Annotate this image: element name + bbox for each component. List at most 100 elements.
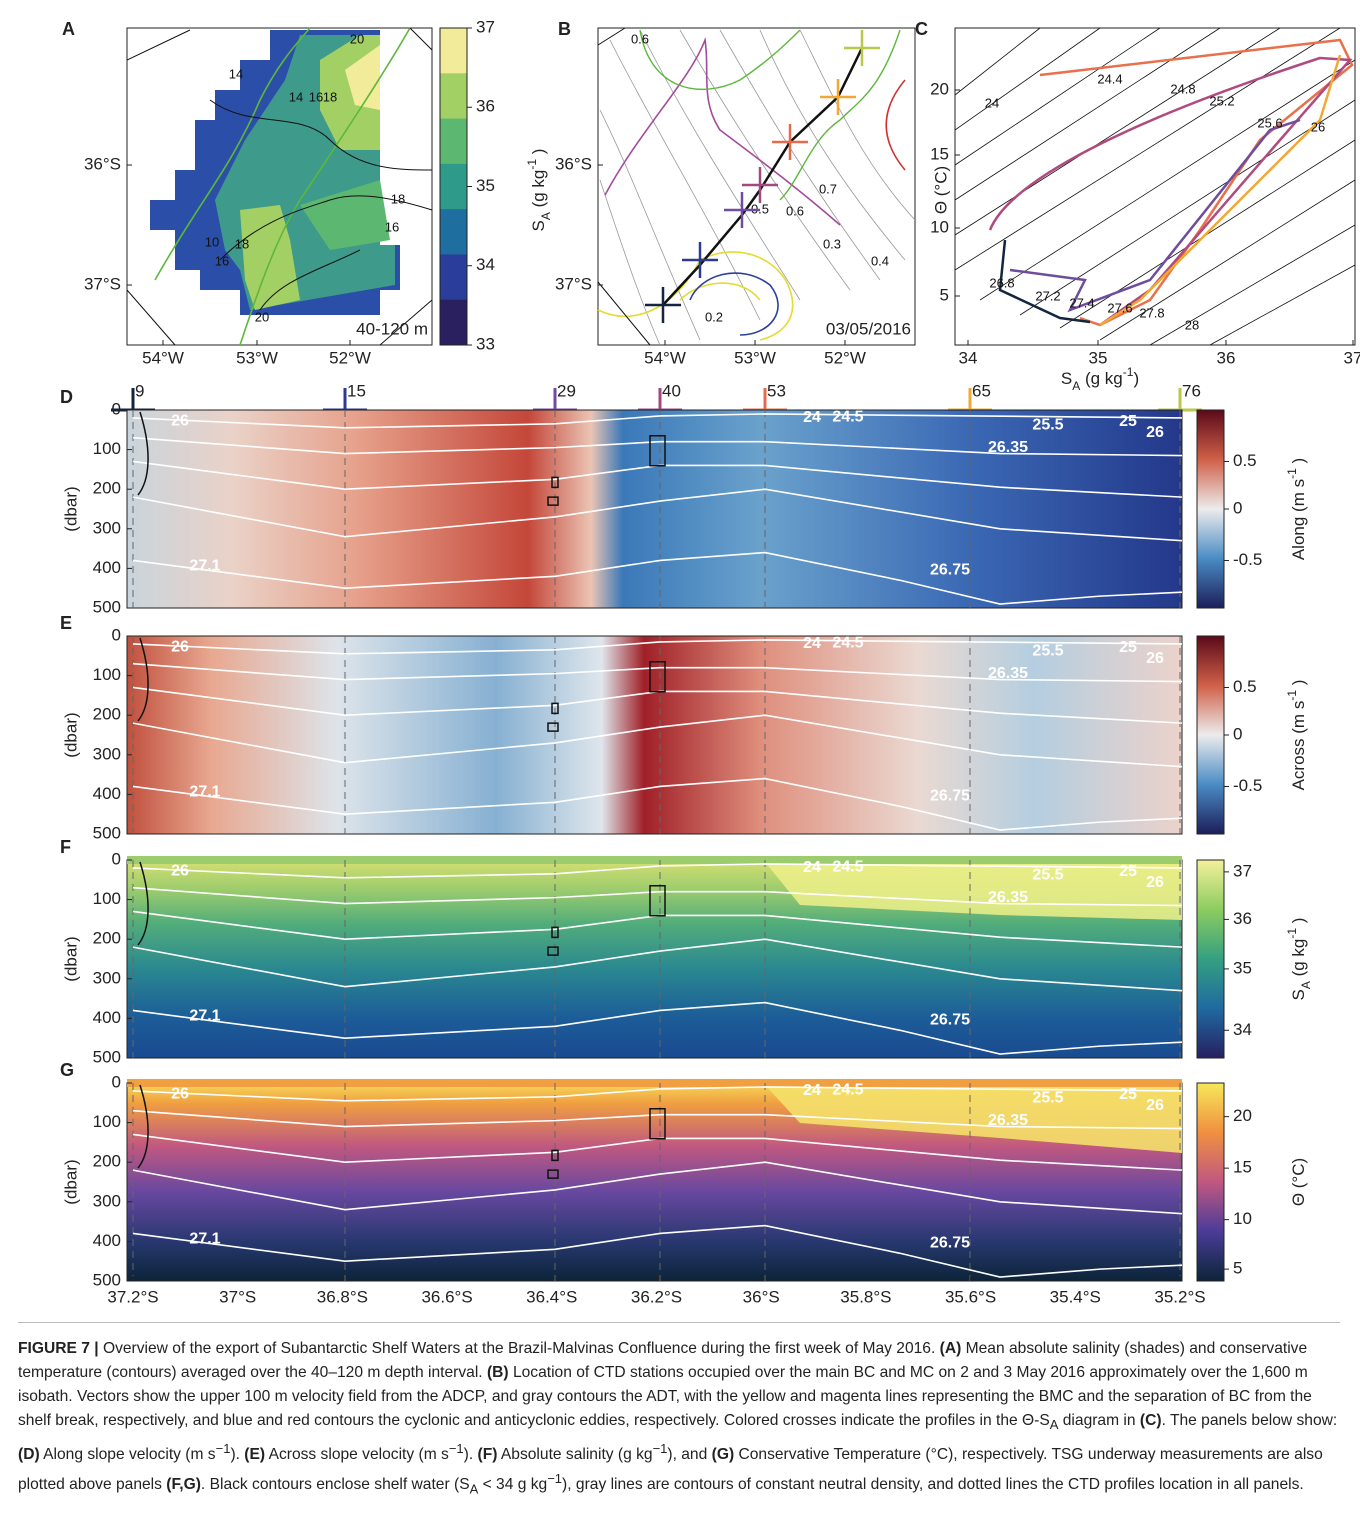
- contour-label: 25: [1119, 413, 1137, 430]
- ts-profile: [998, 239, 1091, 324]
- x-tick-label: 37°S: [219, 1287, 256, 1306]
- x-tick-label: 35.4°S: [1050, 1287, 1101, 1306]
- caption-run: < 34 g kg: [478, 1476, 548, 1494]
- density-contour: [132, 1086, 1183, 1102]
- y-tick-label: 300: [93, 968, 121, 987]
- caption: FIGURE 7 | Overview of the export of Sub…: [18, 1322, 1340, 1502]
- colorbar-band: [440, 163, 467, 210]
- caption-run: (B): [486, 1364, 509, 1381]
- y-axis-label: (dbar): [61, 1159, 80, 1204]
- colorbar-tick-label: 10: [1233, 1209, 1252, 1228]
- contour-label: 0.3: [823, 236, 841, 251]
- y-axis-label: (dbar): [61, 486, 80, 531]
- contour-label: 10: [205, 234, 219, 249]
- y-axis-label: Θ (°C): [931, 166, 950, 214]
- station-label: 40: [662, 381, 681, 400]
- contour-label: 25.5: [1032, 642, 1063, 659]
- colorbar-label-part: ): [1289, 680, 1308, 690]
- y-axis-label: (dbar): [61, 712, 80, 757]
- caption-run: A: [469, 1481, 479, 1497]
- caption-run: Across slope velocity (m s: [265, 1446, 449, 1464]
- caption-run: (C): [1139, 1412, 1162, 1429]
- colorbar-tick-label: 0.5: [1233, 677, 1257, 696]
- y-tick-label: 0: [112, 849, 121, 868]
- y-tick-label: 0: [112, 1072, 121, 1091]
- y-tick-label: 500: [93, 823, 121, 842]
- contour-label: 20: [255, 309, 269, 324]
- colorbar-tick-label: 37: [476, 17, 495, 36]
- contour-label: 24.5: [832, 408, 863, 425]
- contour-label: 27.4: [1069, 295, 1094, 310]
- x-tick-label: 53°W: [236, 348, 278, 367]
- y-tick-label: 400: [93, 784, 121, 803]
- colorbar-tick-label: 5: [1233, 1259, 1242, 1278]
- y-tick-label: 100: [93, 889, 121, 908]
- colorbar-tick-label: 36: [476, 97, 495, 116]
- colorbar-label: Across (m s-1 ): [1285, 680, 1308, 791]
- station-label: 15: [347, 381, 366, 400]
- x-tick-label: 35: [1089, 348, 1108, 367]
- contour-label: 24: [803, 635, 821, 652]
- colorbar-band: [440, 28, 467, 74]
- density-contour: [132, 1001, 1183, 1055]
- contour-label: 18: [391, 191, 405, 206]
- caption-run: (D): [18, 1446, 40, 1464]
- contour-label: 14: [289, 89, 303, 104]
- caption-run: ), gray lines are contours of constant n…: [562, 1476, 1304, 1494]
- section-fill: [126, 635, 1183, 835]
- colorbar-label-part: Across (m s: [1289, 701, 1308, 791]
- map-frame: [597, 27, 916, 346]
- y-tick-label: 100: [93, 665, 121, 684]
- colorbar-tick-label: 0.5: [1233, 451, 1257, 470]
- contour-label: 24.5: [832, 858, 863, 875]
- colorbar-band: [440, 73, 467, 120]
- y-tick-label: 500: [93, 1047, 121, 1066]
- y-tick-label: 20: [930, 79, 949, 98]
- x-axis-label-part: A: [1072, 379, 1080, 393]
- shelf-contour: [137, 861, 666, 956]
- isobath: [154, 27, 411, 346]
- colorbar-label: SA (g kg-1 ): [525, 149, 553, 232]
- map-line: [126, 27, 433, 346]
- panel-label: G: [60, 1060, 74, 1080]
- colorbar-label-part: (g kg: [529, 170, 548, 213]
- contour-label: 25.5: [1032, 1089, 1063, 1106]
- y-tick-label: 500: [93, 1270, 121, 1289]
- station-label: 9: [135, 381, 144, 400]
- contour-label: 27.1: [189, 1008, 220, 1025]
- panel-label: B: [558, 19, 571, 39]
- y-tick-label: 200: [93, 705, 121, 724]
- contour-label: 26: [1146, 1097, 1164, 1114]
- density-contour: [132, 863, 1183, 879]
- y-tick-label: 0: [112, 625, 121, 644]
- x-tick-label: 52°W: [329, 348, 371, 367]
- contour-label: 26: [1146, 650, 1164, 667]
- colorbar-label-part: A: [539, 212, 553, 220]
- panel-label: F: [60, 837, 71, 857]
- x-tick-label: 36.6°S: [421, 1287, 472, 1306]
- colorbar-tick-label: 37: [1233, 861, 1252, 880]
- ts-profile: [988, 56, 1353, 327]
- contour-label: 24.8: [1170, 81, 1195, 96]
- caption-run: Overview of the export of Subantarctic S…: [98, 1340, 940, 1357]
- colorbar: [1196, 859, 1225, 1059]
- colorbar-label-part: -1: [1285, 690, 1299, 701]
- colorbar-label-part: -1: [1285, 468, 1299, 479]
- tsg-strip: [127, 1079, 1182, 1087]
- x-tick-label: 54°W: [142, 348, 184, 367]
- colorbar: [1196, 1082, 1225, 1282]
- contour-label: 26.35: [988, 889, 1028, 906]
- colorbar-tick-label: 15: [1233, 1158, 1252, 1177]
- contour-label: 27.1: [189, 558, 220, 575]
- colorbar-label-part: (g kg: [1289, 939, 1308, 982]
- density-contour: [132, 488, 1183, 542]
- contour-label: 24: [985, 95, 999, 110]
- density-contour: [132, 413, 1183, 429]
- colorbar: [1196, 409, 1225, 609]
- density-contour: [132, 1109, 1183, 1130]
- x-axis-label-part: S: [1061, 369, 1072, 388]
- contour-label: 26: [171, 862, 189, 879]
- x-tick-label: 36°S: [743, 1287, 780, 1306]
- caption-run: (F,G): [166, 1476, 201, 1494]
- colorbar-label: Along (m s-1 ): [1285, 458, 1308, 560]
